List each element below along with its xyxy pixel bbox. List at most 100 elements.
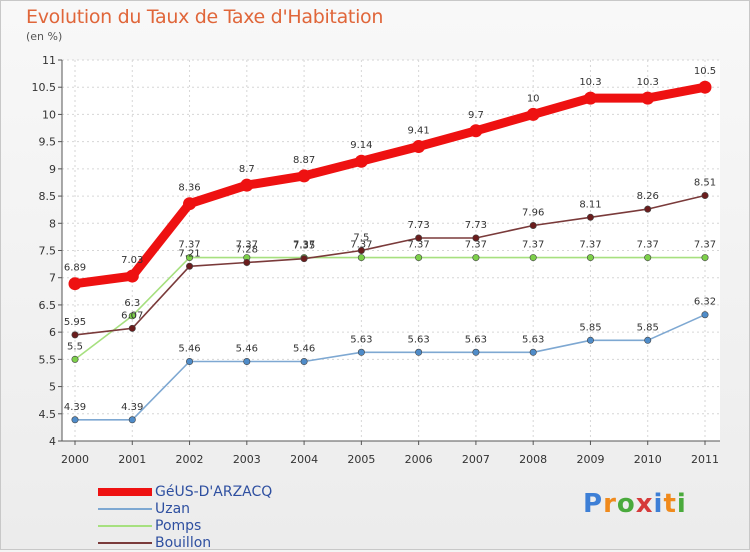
data-point bbox=[412, 140, 426, 154]
data-point bbox=[357, 247, 365, 255]
chart-title: Evolution du Taux de Taxe d'Habitation bbox=[26, 6, 384, 28]
x-tick-label: 2011 bbox=[691, 453, 719, 466]
data-point bbox=[357, 254, 365, 262]
data-label: 6.07 bbox=[121, 310, 143, 321]
y-tick-label: 11 bbox=[42, 54, 56, 67]
data-point bbox=[644, 205, 652, 213]
brand-letter: x bbox=[635, 489, 654, 519]
y-tick-label: 9.5 bbox=[39, 136, 57, 149]
x-tick-label: 2003 bbox=[233, 453, 261, 466]
y-tick-label: 5 bbox=[49, 381, 56, 394]
brand-letter: P bbox=[583, 489, 604, 519]
data-label: 7.37 bbox=[178, 240, 200, 251]
data-point bbox=[583, 91, 597, 105]
data-label: 6.3 bbox=[124, 298, 140, 309]
brand-logo: Proxiti bbox=[583, 489, 687, 519]
y-tick-label: 7.5 bbox=[39, 245, 57, 258]
data-label: 7.5 bbox=[353, 233, 369, 244]
data-label: 4.39 bbox=[64, 402, 86, 413]
legend-label: GéUS-D'ARZACQ bbox=[155, 484, 273, 500]
data-point bbox=[243, 258, 251, 266]
data-label: 10 bbox=[527, 93, 540, 104]
x-tick-label: 2010 bbox=[634, 453, 662, 466]
data-point bbox=[586, 336, 594, 344]
series-line-1 bbox=[74, 313, 706, 421]
y-tick-label: 9 bbox=[49, 163, 56, 176]
y-tick-label: 8 bbox=[49, 217, 56, 230]
x-tick-label: 2005 bbox=[347, 453, 375, 466]
data-point bbox=[586, 213, 594, 221]
legend-label: Pomps bbox=[155, 518, 202, 534]
brand-letter: t bbox=[663, 489, 677, 519]
y-tick-label: 10.5 bbox=[32, 81, 57, 94]
data-point bbox=[186, 254, 194, 262]
data-point bbox=[415, 254, 423, 262]
data-point bbox=[415, 348, 423, 356]
data-point bbox=[698, 80, 712, 94]
x-tick-label: 2006 bbox=[405, 453, 433, 466]
data-label: 7.37 bbox=[236, 240, 258, 251]
data-label: 8.7 bbox=[239, 164, 255, 175]
data-label: 8.36 bbox=[178, 183, 200, 194]
x-tick-label: 2009 bbox=[576, 453, 604, 466]
data-point bbox=[71, 355, 79, 363]
data-point bbox=[243, 358, 251, 366]
y-tick-label: 8.5 bbox=[39, 190, 57, 203]
brand-letter: i bbox=[676, 489, 687, 519]
data-label: 4.39 bbox=[121, 402, 143, 413]
data-label: 7.73 bbox=[465, 220, 487, 231]
data-label: 6.32 bbox=[694, 297, 716, 308]
legend-label: Bouillon bbox=[155, 535, 212, 551]
x-tick-label: 2000 bbox=[61, 453, 89, 466]
y-tick-label: 4 bbox=[49, 435, 56, 448]
data-label: 7.37 bbox=[465, 240, 487, 251]
data-point bbox=[526, 107, 540, 121]
data-point bbox=[701, 192, 709, 200]
data-point bbox=[415, 234, 423, 242]
data-label: 7.37 bbox=[694, 240, 716, 251]
y-tick-label: 7 bbox=[49, 272, 56, 285]
plot-area bbox=[62, 60, 720, 441]
data-point bbox=[71, 331, 79, 339]
data-point bbox=[701, 254, 709, 262]
legend-swatch bbox=[98, 488, 152, 496]
data-point bbox=[701, 311, 709, 319]
data-label: 7.37 bbox=[579, 240, 601, 251]
y-tick-label: 10 bbox=[42, 108, 56, 121]
data-point bbox=[186, 262, 194, 270]
data-point bbox=[529, 348, 537, 356]
chart-unit: (en %) bbox=[26, 30, 63, 43]
data-label: 7.37 bbox=[522, 240, 544, 251]
data-point bbox=[297, 169, 311, 183]
data-label: 5.63 bbox=[350, 334, 372, 345]
data-point bbox=[354, 154, 368, 168]
x-tick-label: 2002 bbox=[176, 453, 204, 466]
data-label: 5.46 bbox=[236, 344, 258, 355]
legend-swatch bbox=[98, 542, 152, 544]
data-point bbox=[183, 197, 197, 211]
data-point bbox=[128, 324, 136, 332]
data-label: 5.63 bbox=[465, 334, 487, 345]
data-label: 7.03 bbox=[121, 255, 143, 266]
data-point bbox=[68, 277, 82, 291]
data-point bbox=[472, 348, 480, 356]
y-tick-label: 5.5 bbox=[39, 353, 57, 366]
data-point bbox=[128, 312, 136, 320]
data-point bbox=[469, 124, 483, 138]
data-label: 8.51 bbox=[694, 178, 716, 189]
data-point bbox=[300, 358, 308, 366]
data-label: 8.26 bbox=[637, 191, 659, 202]
data-point bbox=[128, 416, 136, 424]
data-point bbox=[357, 348, 365, 356]
data-label: 10.3 bbox=[637, 77, 659, 88]
data-label: 8.87 bbox=[293, 155, 315, 166]
legend-swatch bbox=[98, 508, 152, 510]
data-label: 7.73 bbox=[408, 220, 430, 231]
y-tick-label: 6 bbox=[49, 326, 56, 339]
data-label: 5.95 bbox=[64, 317, 86, 328]
data-label: 5.46 bbox=[293, 344, 315, 355]
data-point bbox=[529, 254, 537, 262]
data-point bbox=[71, 416, 79, 424]
x-tick-label: 2008 bbox=[519, 453, 547, 466]
